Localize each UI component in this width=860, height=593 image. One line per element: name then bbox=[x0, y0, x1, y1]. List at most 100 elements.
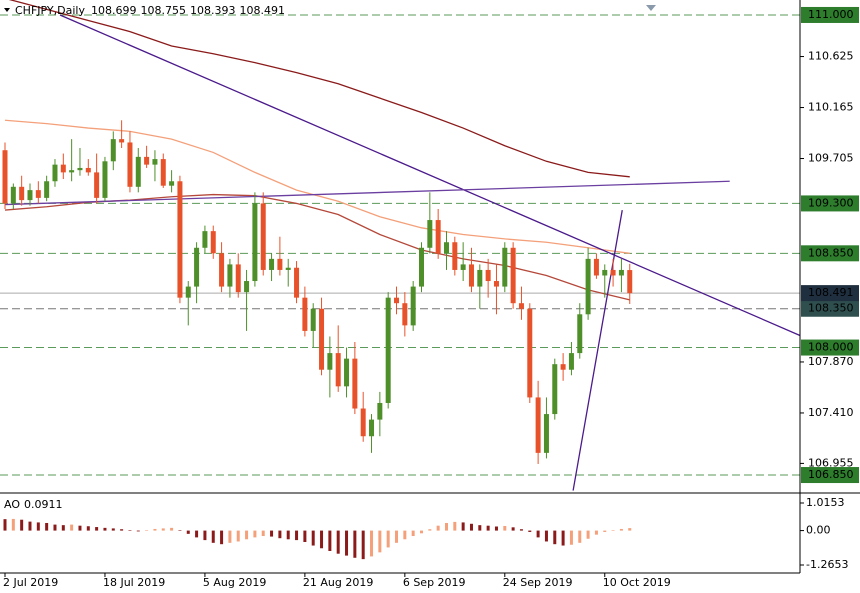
low: 108.393 bbox=[190, 4, 236, 17]
candle-body bbox=[152, 159, 158, 165]
level-box bbox=[801, 6, 859, 23]
candle-body bbox=[577, 314, 583, 354]
ao-bar bbox=[386, 530, 390, 548]
trendline bbox=[4, 180, 730, 206]
ao-tick-label: 1.0153 bbox=[806, 496, 845, 509]
x-tick-label: 24 Sep 2019 bbox=[503, 576, 573, 589]
candle-body bbox=[443, 242, 449, 254]
level-box bbox=[801, 300, 859, 317]
candle-body bbox=[269, 258, 275, 270]
ao-bar bbox=[578, 530, 582, 543]
ao-bar bbox=[444, 522, 448, 531]
ao-bar bbox=[253, 530, 257, 538]
ao-bar bbox=[53, 524, 57, 531]
candle-body bbox=[85, 167, 91, 173]
candle-body bbox=[485, 269, 491, 282]
ao-bar bbox=[420, 530, 423, 534]
close: 108.491 bbox=[239, 4, 285, 17]
candle-body bbox=[410, 286, 416, 326]
level-box bbox=[801, 245, 859, 262]
candle-body bbox=[335, 353, 341, 387]
y-tick-label: 109.705 bbox=[808, 152, 854, 165]
candle-body bbox=[102, 161, 108, 198]
ao-bar bbox=[569, 530, 573, 545]
y-tick-label: 110.165 bbox=[808, 101, 854, 114]
ao-bar bbox=[486, 525, 490, 531]
candle-body bbox=[402, 303, 408, 326]
trendline bbox=[572, 209, 623, 491]
x-tick-label: 21 Aug 2019 bbox=[303, 576, 373, 589]
candle-body bbox=[543, 414, 549, 453]
ao-tick-label: 0.00 bbox=[806, 524, 831, 537]
candle-body bbox=[468, 264, 474, 287]
candle-body bbox=[219, 253, 225, 287]
trendline bbox=[59, 14, 800, 336]
ao-bar bbox=[353, 530, 357, 558]
ao-bar bbox=[395, 530, 399, 543]
candle-body bbox=[144, 156, 150, 165]
candle-body bbox=[618, 269, 624, 276]
candle-body bbox=[585, 258, 591, 315]
symbol: CHFJPY,Daily bbox=[15, 4, 85, 17]
level-label: 111.000 bbox=[808, 8, 854, 21]
candle-body bbox=[452, 242, 458, 270]
ao-bar bbox=[3, 519, 7, 531]
candle-body bbox=[94, 172, 100, 198]
x-tick-label: 2 Jul 2019 bbox=[3, 576, 58, 589]
ao-bar bbox=[536, 530, 540, 538]
ao-bar bbox=[236, 530, 240, 542]
candle-body bbox=[110, 139, 116, 162]
ao-bar bbox=[211, 530, 215, 543]
open: 108.699 bbox=[91, 4, 137, 17]
ao-bar bbox=[20, 519, 24, 531]
ao-bar bbox=[378, 530, 382, 553]
ao-bar bbox=[519, 529, 523, 531]
candle-body bbox=[27, 190, 33, 201]
candle-body bbox=[360, 408, 366, 437]
candle-body bbox=[277, 258, 283, 270]
ao-bar bbox=[628, 528, 632, 531]
candle-body bbox=[294, 267, 300, 298]
ao-bar bbox=[511, 527, 515, 531]
y-tick-label: 106.955 bbox=[808, 456, 854, 469]
candle-body bbox=[435, 220, 441, 254]
candle-body bbox=[77, 167, 83, 171]
ao-bar bbox=[45, 522, 49, 531]
candle-body bbox=[127, 142, 133, 187]
ao-bar bbox=[594, 530, 598, 535]
candle-body bbox=[493, 281, 499, 287]
candle-body bbox=[610, 269, 616, 276]
candle-body bbox=[285, 267, 291, 270]
ao-bar bbox=[436, 525, 440, 531]
level-box bbox=[801, 467, 859, 484]
candle-body bbox=[194, 247, 200, 287]
level-box bbox=[801, 195, 859, 212]
ao-bar bbox=[136, 530, 140, 532]
candle-body bbox=[627, 270, 633, 294]
candle-body bbox=[502, 247, 508, 287]
ao-bar bbox=[528, 530, 532, 532]
ao-bar bbox=[111, 528, 115, 531]
candle-body bbox=[302, 297, 308, 331]
candle-body bbox=[260, 203, 266, 270]
x-tick-label: 5 Aug 2019 bbox=[203, 576, 266, 589]
ao-bar bbox=[295, 530, 299, 541]
candle-body bbox=[60, 164, 66, 173]
ao-bar bbox=[203, 530, 207, 541]
candle-body bbox=[185, 286, 191, 298]
ao-bar bbox=[586, 530, 590, 539]
candle-body bbox=[252, 203, 258, 282]
candle-body bbox=[460, 264, 466, 270]
ao-bar bbox=[161, 528, 165, 531]
ao-bar bbox=[494, 526, 498, 531]
ao-bar bbox=[561, 530, 565, 546]
high: 108.755 bbox=[140, 4, 186, 17]
ao-bar bbox=[153, 528, 157, 531]
level-label: 108.850 bbox=[808, 246, 854, 259]
ao-bar bbox=[469, 523, 473, 531]
level-box bbox=[801, 339, 859, 356]
ao-name: AO bbox=[4, 498, 20, 511]
ao-bar bbox=[220, 530, 224, 545]
